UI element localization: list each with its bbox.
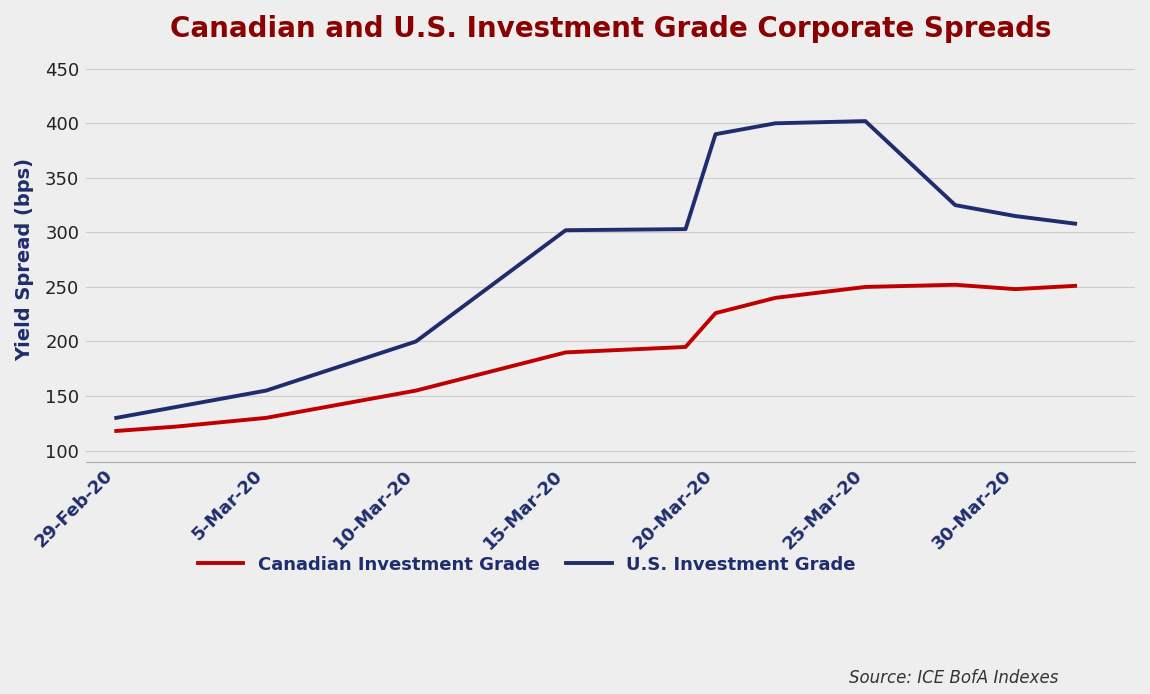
Canadian Investment Grade — [678, 343, 692, 351]
Canadian Investment Grade — [259, 414, 273, 422]
Legend: Canadian Investment Grade, U.S. Investment Grade: Canadian Investment Grade, U.S. Investme… — [191, 549, 862, 582]
U.S. Investment Grade — [1009, 212, 1022, 220]
U.S. Investment Grade — [169, 403, 183, 411]
U.S. Investment Grade — [768, 119, 782, 128]
Canadian Investment Grade — [708, 309, 722, 317]
Y-axis label: Yield Spread (bps): Yield Spread (bps) — [15, 158, 34, 361]
Canadian Investment Grade — [949, 280, 963, 289]
Line: U.S. Investment Grade: U.S. Investment Grade — [116, 121, 1075, 418]
U.S. Investment Grade — [949, 201, 963, 210]
Canadian Investment Grade — [768, 294, 782, 302]
U.S. Investment Grade — [109, 414, 123, 422]
Line: Canadian Investment Grade: Canadian Investment Grade — [116, 285, 1075, 431]
U.S. Investment Grade — [708, 130, 722, 138]
Title: Canadian and U.S. Investment Grade Corporate Spreads: Canadian and U.S. Investment Grade Corpo… — [170, 15, 1051, 43]
Canadian Investment Grade — [858, 282, 872, 291]
Canadian Investment Grade — [169, 423, 183, 431]
U.S. Investment Grade — [259, 387, 273, 395]
Canadian Investment Grade — [1009, 285, 1022, 294]
U.S. Investment Grade — [409, 337, 423, 346]
Canadian Investment Grade — [409, 387, 423, 395]
U.S. Investment Grade — [559, 226, 573, 235]
U.S. Investment Grade — [858, 117, 872, 126]
U.S. Investment Grade — [1068, 219, 1082, 228]
Canadian Investment Grade — [1068, 282, 1082, 290]
Canadian Investment Grade — [559, 348, 573, 357]
Text: Source: ICE BofA Indexes: Source: ICE BofA Indexes — [849, 669, 1058, 687]
Canadian Investment Grade — [109, 427, 123, 435]
U.S. Investment Grade — [678, 225, 692, 233]
